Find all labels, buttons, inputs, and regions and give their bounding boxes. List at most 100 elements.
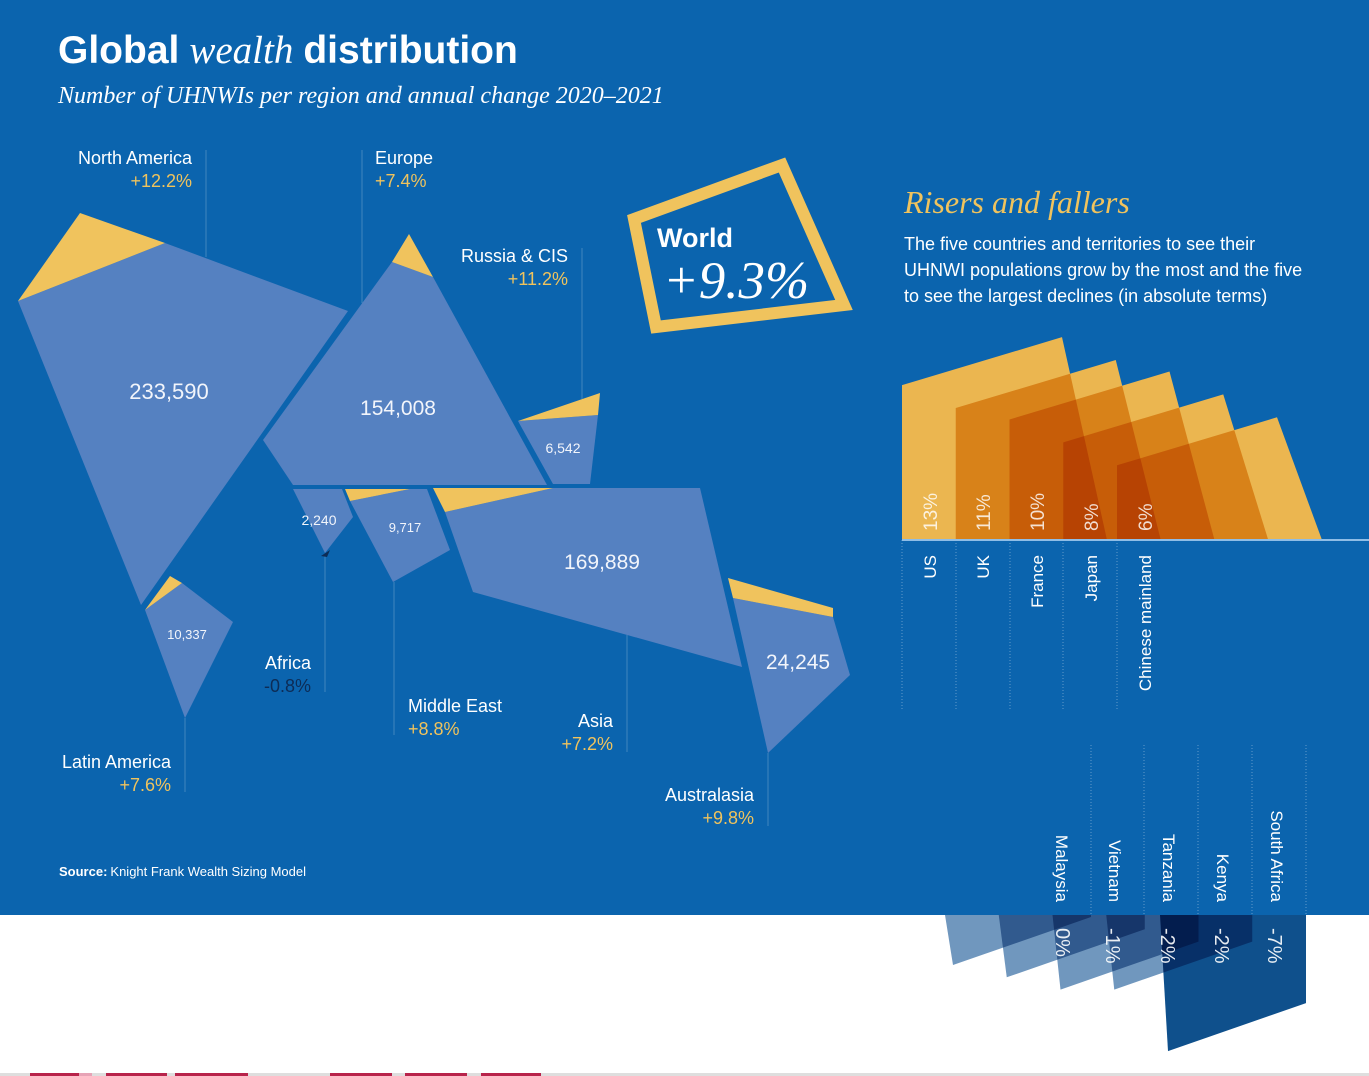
bottom-strip [0, 1073, 1369, 1076]
region-name-middle-east: Middle East [408, 696, 502, 716]
region-change-asia: +7.2% [561, 734, 613, 754]
region-change-russia-cis: +11.2% [508, 269, 568, 289]
region-shape-africa [293, 489, 353, 553]
region-growth-wedge-australasia [728, 578, 833, 617]
faller-name-vietnam: Vietnam [1105, 840, 1124, 902]
source-label: Source: [59, 864, 107, 879]
region-growth-wedge-latin-america [145, 576, 182, 610]
fallers-shapes [945, 915, 1306, 1052]
title-part-1: Global [58, 29, 179, 72]
title-italic: wealth [189, 29, 293, 72]
region-count-middle-east: 9,717 [389, 520, 422, 535]
riser-value-label-japan: 8% [1082, 503, 1103, 531]
region-growth-wedge-russia-cis [518, 393, 600, 421]
region-count-russia-cis: 6,542 [545, 440, 580, 456]
region-count-africa: 2,240 [301, 512, 336, 528]
faller-name-kenya: Kenya [1213, 854, 1232, 903]
region-change-latin-america: +7.6% [119, 775, 171, 795]
faller-name-labels: Malaysia Vietnam Tanzania Kenya South Af… [1052, 810, 1286, 902]
region-shape-russia-cis [518, 415, 598, 484]
faller-name-south-africa: South Africa [1267, 810, 1286, 902]
riser-name-uk: UK [974, 554, 993, 578]
risers-fallers-description: The five countries and territories to se… [904, 234, 1302, 306]
bottom-indicator [330, 1073, 392, 1076]
region-count-latin-america: 10,337 [167, 627, 207, 642]
world-label: World [657, 223, 733, 253]
riser-shape-chinese-mainland [1117, 417, 1322, 540]
faller-column-lines [1090, 745, 1307, 915]
bottom-indicator [481, 1073, 541, 1076]
region-name-asia: Asia [578, 711, 614, 731]
region-shape-europe [263, 262, 547, 485]
region-change-australasia: +9.8% [702, 808, 754, 828]
region-change-africa: -0.8% [264, 676, 311, 696]
risers-fallers-title: Risers and fallers [903, 184, 1130, 220]
source-note: Source: Knight Frank Wealth Sizing Model [59, 864, 306, 879]
world-box: World +9.3% [627, 157, 853, 334]
page-subtitle: Number of UHNWIs per region and annual c… [57, 83, 664, 109]
riser-name-labels: US UK France Japan Chinese mainland [921, 554, 1155, 691]
region-shape-north-america [18, 243, 348, 605]
region-count-australasia: 24,245 [766, 651, 830, 674]
riser-value-label-chinese-mainland: 6% [1136, 503, 1157, 531]
riser-column-lines [901, 540, 1118, 710]
source-text: Knight Frank Wealth Sizing Model [110, 864, 306, 879]
riser-value-labels: 13% 11% 10% 8% 6% [921, 493, 1157, 531]
region-count-north-america: 233,590 [129, 379, 209, 404]
description-line: UHNWI populations grow by the most and t… [904, 260, 1302, 280]
description-line: The five countries and territories to se… [904, 234, 1255, 254]
region-change-north-america: +12.2% [130, 171, 192, 191]
region-shape-australasia [733, 598, 850, 753]
world-change: +9.3% [663, 252, 809, 310]
faller-value-label-south-africa: -7% [1263, 928, 1285, 964]
description-line: to see the largest declines (in absolute… [904, 286, 1267, 306]
riser-value-label-us: 13% [921, 493, 942, 531]
region-shape-middle-east [350, 489, 450, 582]
faller-value-label-malaysia: 0% [1051, 928, 1073, 957]
region-count-europe: 154,008 [360, 397, 436, 420]
title-part-2: distribution [303, 29, 517, 72]
region-shape-asia [445, 488, 742, 667]
region-change-europe: +7.4% [375, 171, 427, 191]
faller-name-tanzania: Tanzania [1159, 834, 1178, 903]
faller-value-label-tanzania: -2% [1156, 928, 1178, 964]
riser-name-chinese-mainland: Chinese mainland [1136, 555, 1155, 691]
region-growth-wedge-europe [392, 234, 433, 277]
region-count-asia: 169,889 [564, 551, 640, 574]
region-growth-wedge-asia [433, 488, 553, 512]
region-name-africa: Africa [265, 653, 312, 673]
world-box-frame [627, 157, 853, 334]
faller-shape-south-africa [1160, 915, 1306, 1052]
leader-lines [184, 150, 769, 826]
region-name-russia-cis: Russia & CIS [461, 246, 568, 266]
region-change-middle-east: +8.8% [408, 719, 460, 739]
bottom-divider [0, 1073, 1369, 1076]
riser-name-france: France [1028, 555, 1047, 608]
region-name-europe: Europe [375, 148, 433, 168]
region-name-australasia: Australasia [665, 785, 755, 805]
bottom-indicator [30, 1073, 79, 1076]
region-decline-wedge-africa [321, 550, 330, 557]
bottom-indicator [175, 1073, 248, 1076]
page-title: Global wealth distribution [58, 29, 518, 72]
region-name-north-america: North America [78, 148, 193, 168]
cartogram [18, 213, 850, 753]
riser-name-japan: Japan [1082, 555, 1101, 601]
faller-value-label-vietnam: -1% [1101, 928, 1123, 964]
faller-name-malaysia: Malaysia [1052, 835, 1071, 903]
region-shape-latin-america [145, 583, 233, 718]
riser-name-us: US [921, 555, 940, 579]
riser-value-label-france: 10% [1028, 493, 1049, 531]
bottom-indicator [79, 1073, 92, 1076]
bottom-indicator [106, 1073, 167, 1076]
faller-value-label-kenya: -2% [1210, 928, 1232, 964]
region-growth-wedge-middle-east [345, 489, 410, 501]
riser-value-label-uk: 11% [974, 494, 995, 531]
faller-value-labels: 0% -1% -2% -2% -7% [1051, 928, 1285, 964]
region-counts: 233,590 154,008 6,542 2,240 9,717 169,88… [129, 379, 830, 674]
region-growth-wedge-north-america [18, 213, 165, 301]
region-labels: North America +12.2% Europe +7.4% Russia… [62, 148, 755, 828]
risers-shapes [902, 337, 1322, 540]
region-name-latin-america: Latin America [62, 752, 172, 772]
